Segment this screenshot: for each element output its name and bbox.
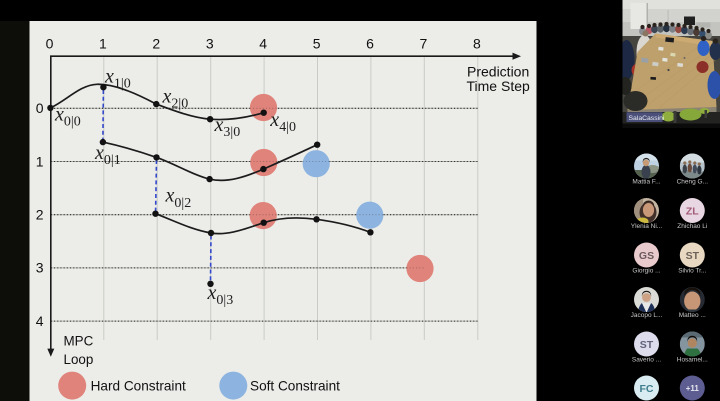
svg-text:1: 1 <box>99 35 107 51</box>
svg-text:Jacopo L...: Jacopo L... <box>631 312 663 319</box>
svg-text:4: 4 <box>36 313 44 329</box>
svg-text:Ylenia Ni...: Ylenia Ni... <box>631 223 663 230</box>
svg-text:Matteo ...: Matteo ... <box>679 312 706 319</box>
svg-text:Time Step: Time Step <box>467 78 530 94</box>
svg-text:0: 0 <box>36 100 44 116</box>
svg-text:Prediction: Prediction <box>467 64 529 80</box>
svg-text:MPC: MPC <box>64 333 94 348</box>
svg-text:8: 8 <box>473 35 481 51</box>
svg-text:GS: GS <box>639 250 654 262</box>
svg-text:ZL: ZL <box>686 205 699 217</box>
svg-text:Saverio ...: Saverio ... <box>632 357 661 364</box>
svg-text:Loop: Loop <box>64 352 94 367</box>
svg-text:Giorgio ...: Giorgio ... <box>632 268 660 275</box>
svg-text:Zhichao Li: Zhichao Li <box>677 223 707 230</box>
svg-text:7: 7 <box>420 35 428 51</box>
svg-text:SalaCassini: SalaCassini <box>629 115 665 122</box>
svg-text:+11: +11 <box>686 384 700 393</box>
svg-text:Mattia F...: Mattia F... <box>632 179 660 186</box>
svg-text:3: 3 <box>36 260 44 276</box>
svg-text:Cheng G...: Cheng G... <box>677 179 709 186</box>
svg-text:5: 5 <box>313 35 321 51</box>
svg-text:Silvio Tr...: Silvio Tr... <box>678 268 706 275</box>
svg-text:2: 2 <box>36 207 44 223</box>
svg-text:1: 1 <box>36 153 44 169</box>
svg-text:Hosamel...: Hosamel... <box>677 357 708 364</box>
svg-text:Hard Constraint: Hard Constraint <box>91 378 186 393</box>
svg-text:ST: ST <box>640 339 654 351</box>
svg-text:ST: ST <box>686 250 700 262</box>
svg-text:3: 3 <box>206 35 214 51</box>
svg-text:Soft Constraint: Soft Constraint <box>250 378 340 393</box>
svg-text:6: 6 <box>366 35 374 51</box>
svg-text:0: 0 <box>46 35 54 51</box>
svg-text:4: 4 <box>259 35 267 51</box>
svg-text:FC: FC <box>640 383 654 395</box>
svg-text:2: 2 <box>152 35 160 51</box>
